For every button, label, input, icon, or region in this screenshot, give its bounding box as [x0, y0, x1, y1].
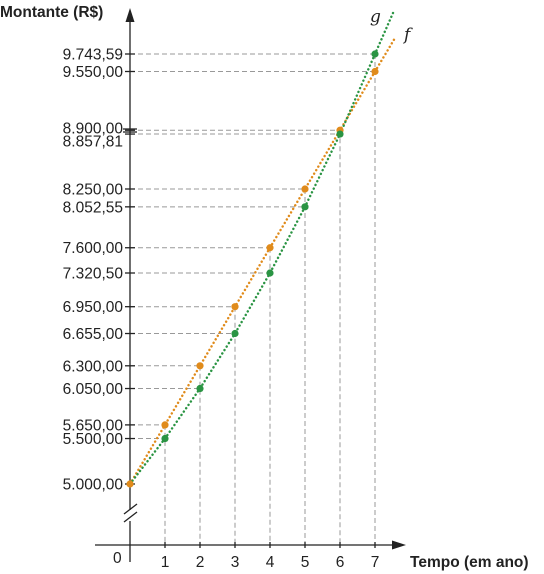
data-point-f	[371, 67, 379, 76]
x-tick-label: 5	[301, 554, 310, 571]
x-axis-title: Tempo (em ano)	[410, 554, 529, 571]
axes	[95, 8, 406, 562]
y-tick-label: 8.250,00	[63, 181, 124, 198]
data-point-f	[161, 421, 169, 429]
data-point-g	[196, 384, 204, 393]
x-ticks: 1 2 3 4 5 6 7	[125, 53, 380, 571]
guide-lines	[130, 53, 376, 545]
data-point-f	[301, 185, 309, 193]
y-tick-label: 9.743,59	[63, 47, 123, 64]
data-point-g	[161, 434, 169, 443]
data-point-g	[266, 269, 274, 277]
axis-break-gap	[122, 510, 138, 521]
x-axis-arrow	[392, 540, 406, 550]
x-tick-label: 3	[231, 554, 240, 571]
y-tick-label: 6.950,00	[63, 299, 124, 316]
x-tick-label: 2	[196, 554, 205, 571]
data-point-g	[371, 50, 379, 58]
y-tick-label: 8.900,00	[63, 121, 124, 138]
curves	[130, 8, 396, 486]
x-tick-label: 1	[161, 554, 170, 571]
y-tick-label: 7.600,00	[63, 240, 124, 257]
curve-g	[130, 8, 396, 486]
x-tick-label: 6	[336, 554, 345, 571]
data-point-f	[196, 362, 204, 370]
y-axis-title: Montante (R$)	[0, 4, 103, 21]
y-tick-label: 6.300,00	[63, 358, 124, 375]
axis-break-mark	[123, 511, 138, 523]
x-tick-label: 7	[371, 554, 380, 571]
data-point-g	[336, 130, 344, 138]
y-tick-label: 8.857,81	[63, 134, 123, 151]
curve-f	[130, 38, 396, 486]
x-tick-label: 4	[266, 554, 275, 571]
axis-break-mark	[123, 503, 138, 515]
data-point-g	[301, 203, 309, 211]
data-point-f	[266, 244, 274, 252]
curve-label-f: f	[402, 25, 413, 45]
y-tick-label: 9.550,00	[63, 64, 124, 81]
y-tick-label: 5.000,00	[63, 477, 124, 494]
y-tick-label: 6.655,00	[63, 326, 124, 343]
data-point-g	[231, 329, 239, 338]
data-point-start	[126, 480, 134, 488]
y-tick-label: 7.320,50	[63, 266, 124, 283]
data-points	[126, 50, 379, 488]
y-axis-arrow	[125, 8, 135, 22]
y-tick-label: 5.650,00	[63, 417, 124, 434]
origin-label: 0	[113, 550, 122, 567]
y-tick-labels: 5.000,00 5.650,00 6.300,00 6.950,00 7.600,00…	[63, 47, 124, 494]
y-tick-label: 6.050,00	[63, 381, 124, 398]
data-point-f	[231, 303, 239, 311]
y-tick-label: 5.500,00	[63, 431, 124, 448]
curve-label-g: g	[370, 7, 381, 27]
y-tick-label: 8.052,55	[63, 199, 123, 216]
